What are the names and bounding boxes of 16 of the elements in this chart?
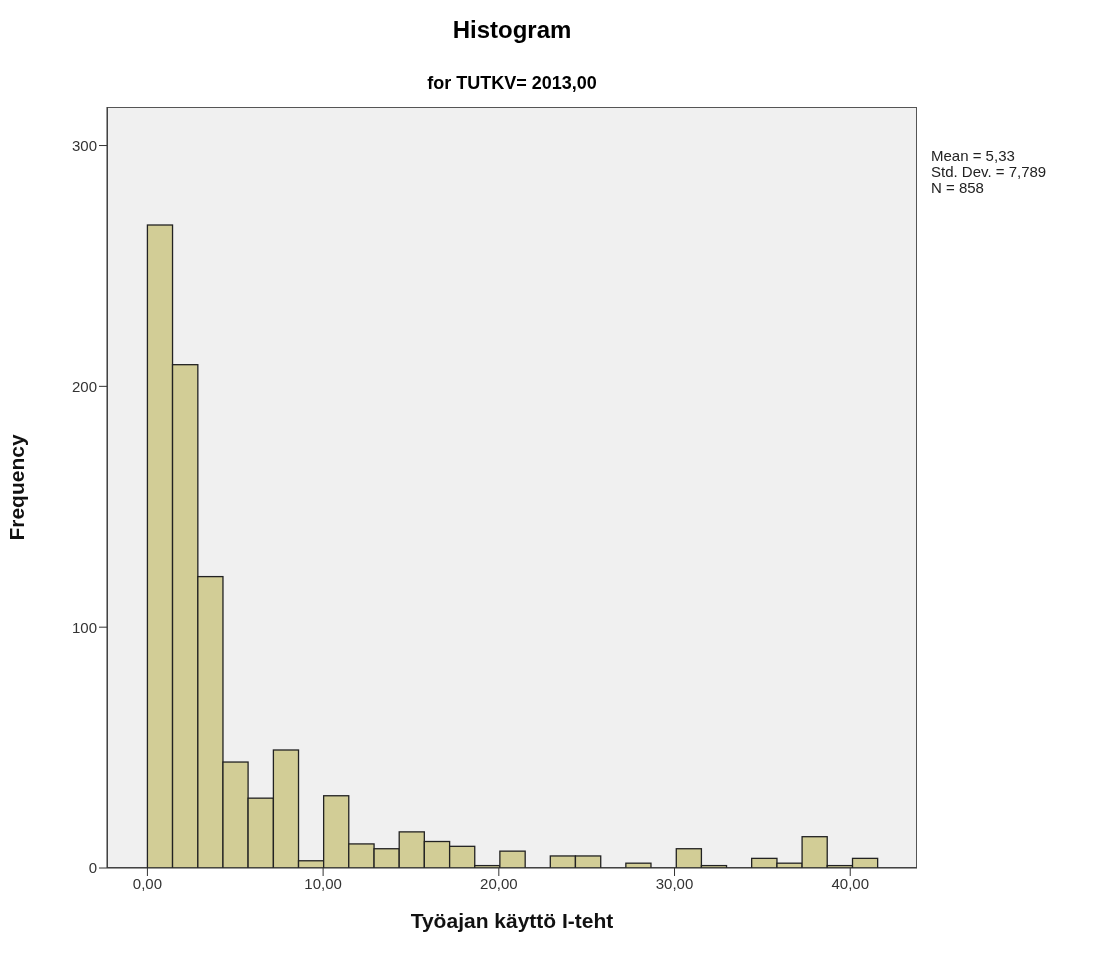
y-tick-label: 200 [71,377,97,395]
x-tick-label: 0,00 [132,874,163,892]
chart-title: Histogram [451,16,573,44]
y-tick-label: 0 [88,859,97,877]
text: N = 858 [931,179,985,196]
x-axis-title: Työajan käyttö I-teht [410,909,614,932]
x-tick-label: 30,00 [655,874,694,892]
text: Mean = 5,33 [931,147,1016,164]
x-tick-label: 20,00 [480,874,518,892]
text: Std. Dev. = 7,789 [931,163,1047,180]
y-tick-label: 300 [71,136,97,154]
y-tick-label: 100 [71,618,97,636]
chart-subtitle: for TUTKV= 2013,00 [426,73,598,94]
y-axis-title: Frequency [5,434,29,541]
x-tick-label: 10,00 [304,874,342,892]
x-tick-label: 40,00 [831,874,870,892]
